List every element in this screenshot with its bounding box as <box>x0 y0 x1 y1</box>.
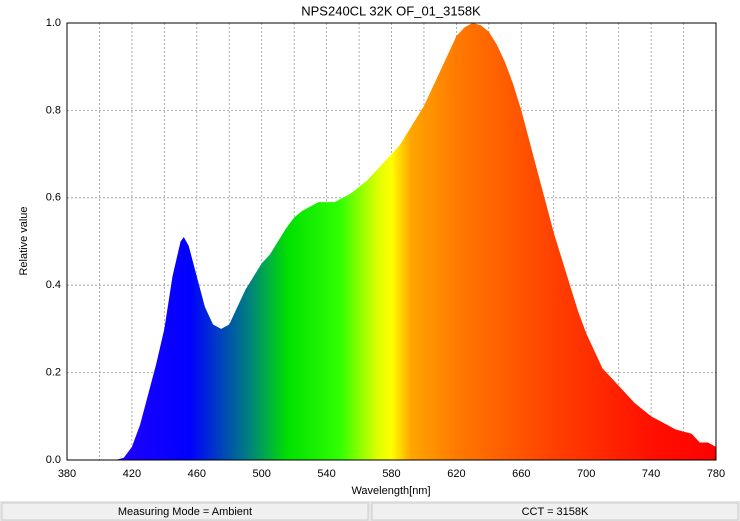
plot-border <box>66 22 717 461</box>
spectrum-area <box>67 23 716 460</box>
x-tick-label: 780 <box>707 468 725 480</box>
x-tick-label: 460 <box>188 468 206 480</box>
x-tick-label: 420 <box>123 468 141 480</box>
x-tick-label: 700 <box>577 468 595 480</box>
y-axis-label: Relative value <box>18 206 30 275</box>
y-tick-label: 0.2 <box>46 367 61 379</box>
y-tick-label: 0.6 <box>46 192 61 204</box>
x-tick-label: 500 <box>253 468 271 480</box>
y-tick-label: 0.4 <box>46 279 61 291</box>
x-tick-label: 580 <box>382 468 400 480</box>
x-tick-label: 380 <box>58 468 76 480</box>
y-tick-label: 1.0 <box>46 17 61 29</box>
status-text: Measuring Mode = Ambient <box>118 506 252 518</box>
status-cell <box>1 502 369 521</box>
x-tick-label: 740 <box>642 468 660 480</box>
x-tick-label: 540 <box>317 468 335 480</box>
chart-title: NPS240CL 32K OF_01_3158K <box>301 3 481 18</box>
marks <box>67 23 716 460</box>
x-tick-label: 620 <box>447 468 465 480</box>
y-tick-label: 0.0 <box>46 454 61 466</box>
x-tick-label: 660 <box>512 468 530 480</box>
x-axis-label: Wavelength[nm] <box>351 485 430 497</box>
y-tick-label: 0.8 <box>46 104 61 116</box>
status-cell <box>371 502 739 521</box>
status-text: CCT = 3158K <box>522 506 589 518</box>
